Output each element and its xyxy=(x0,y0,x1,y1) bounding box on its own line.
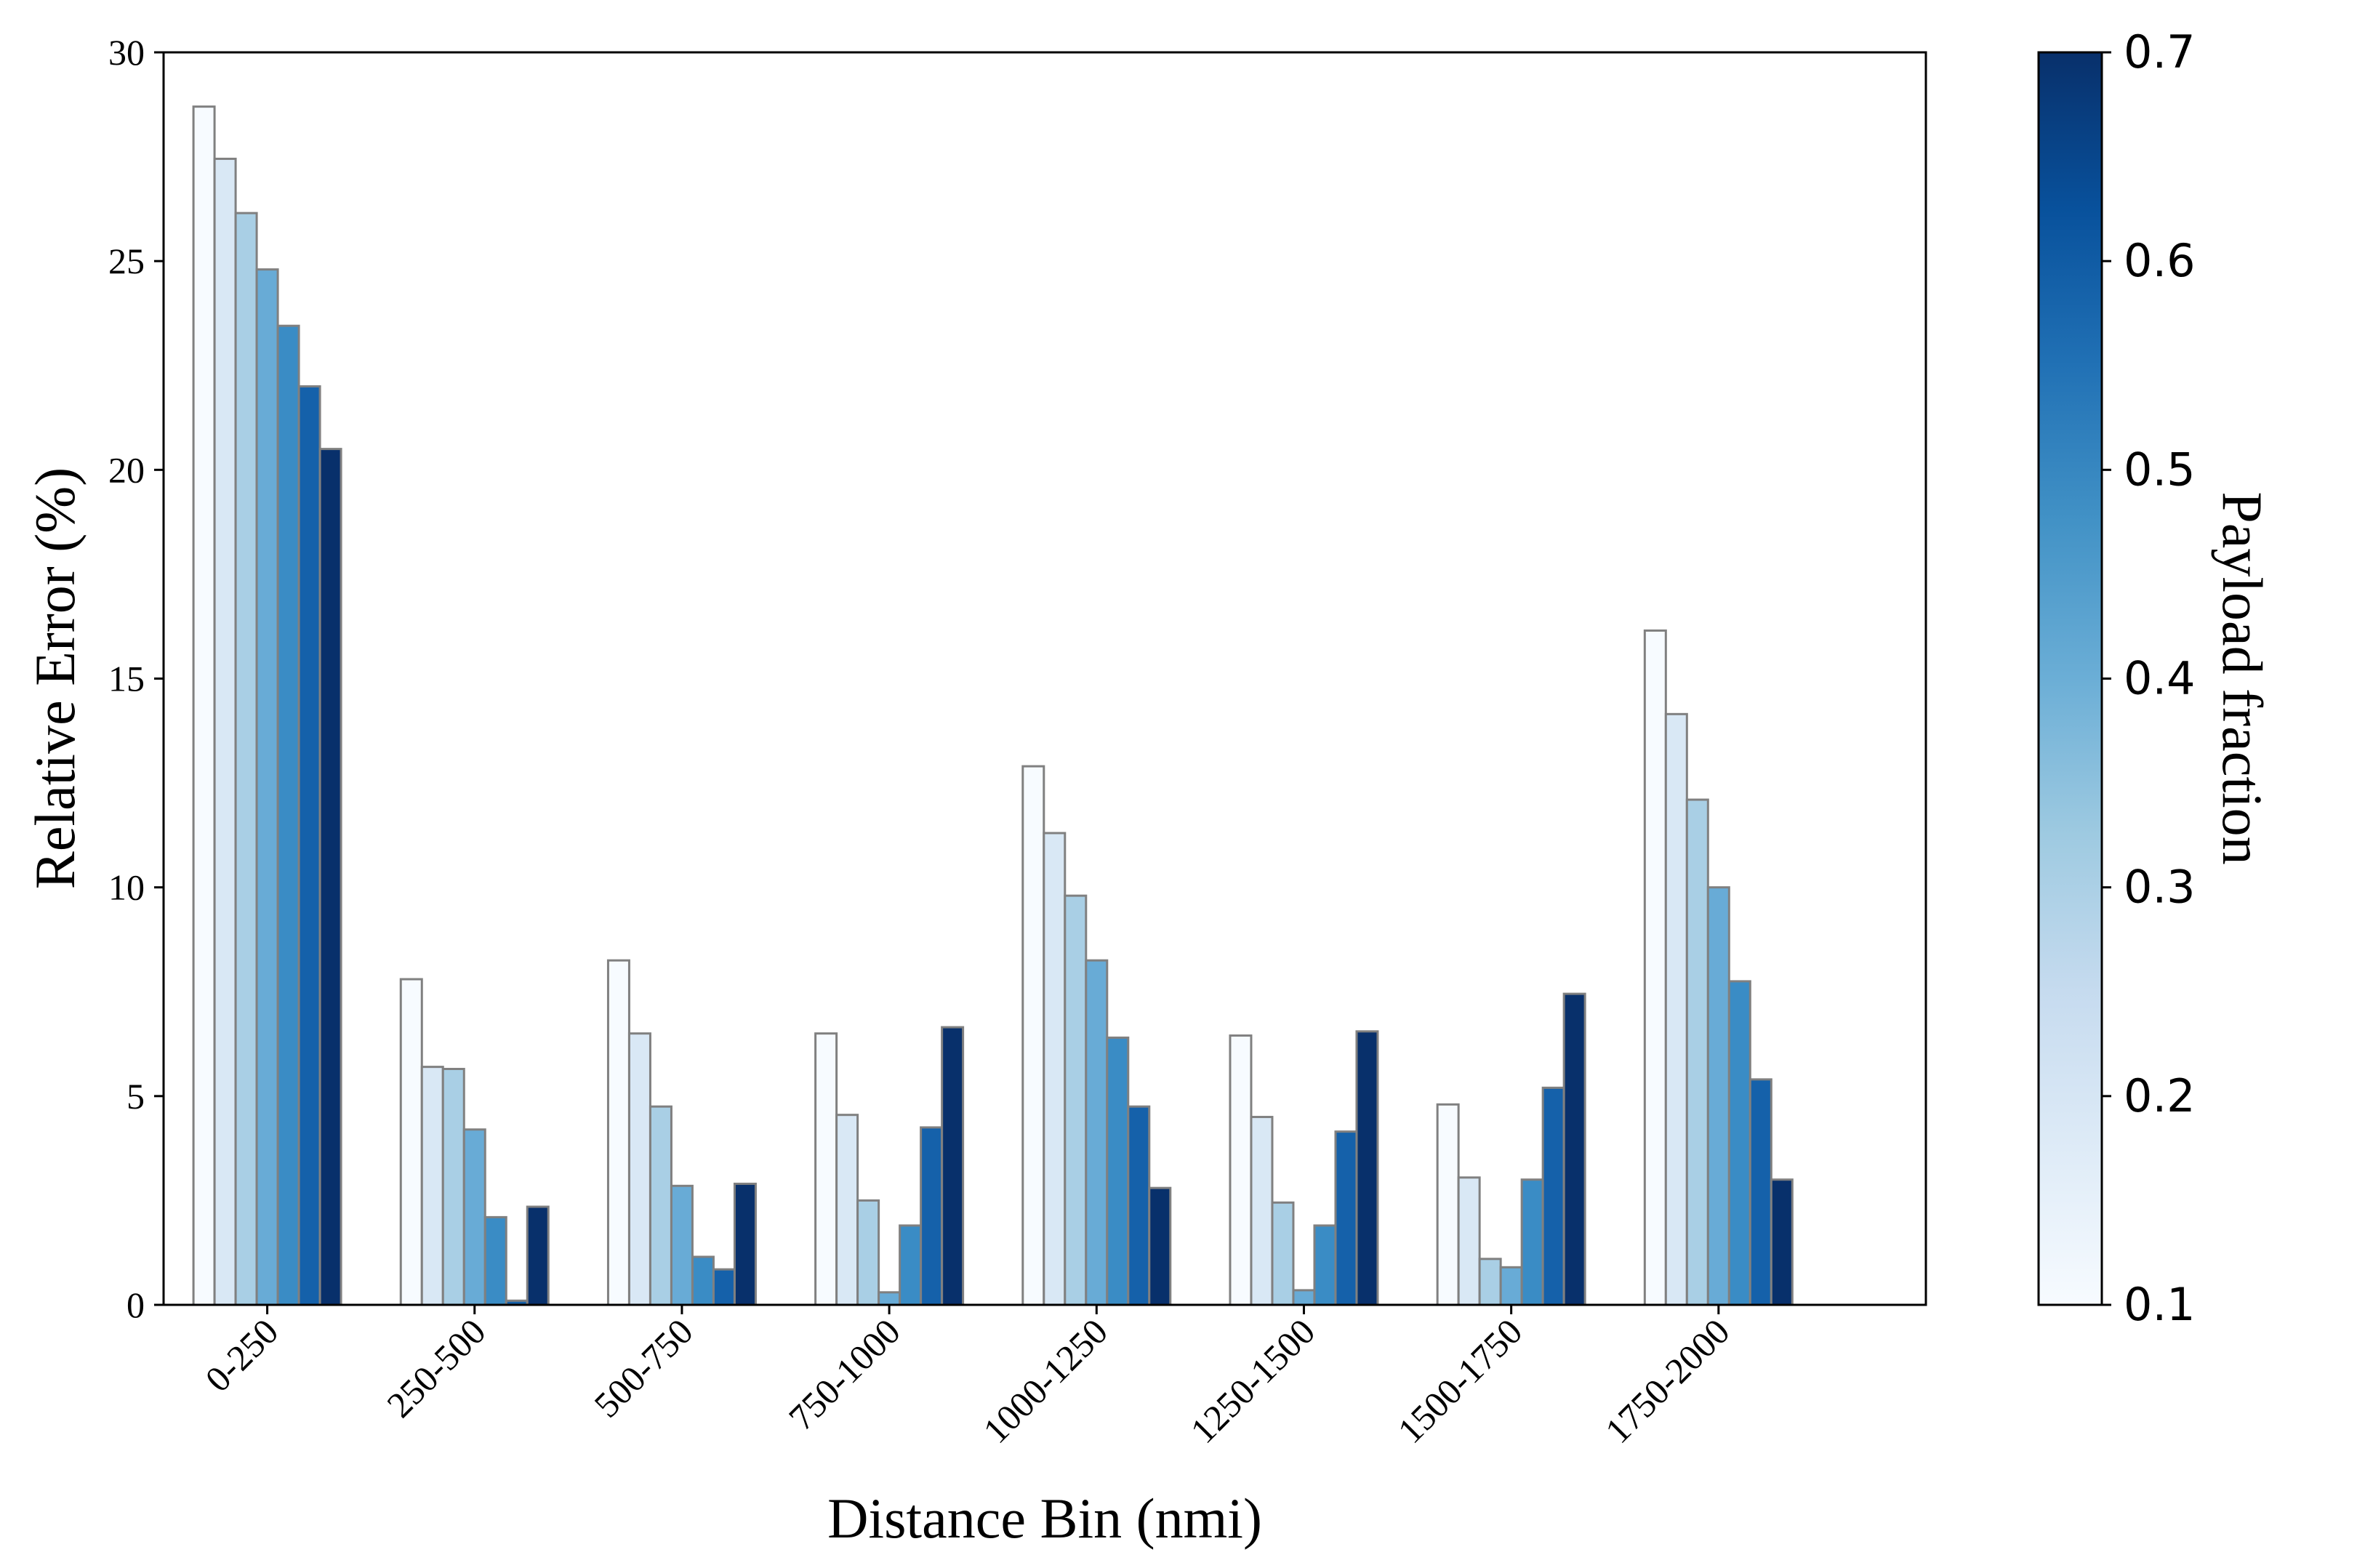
bar xyxy=(712,1268,736,1306)
bar xyxy=(1106,1036,1130,1306)
bar xyxy=(318,448,342,1306)
bar xyxy=(192,105,216,1306)
bar xyxy=(814,1032,838,1306)
bar xyxy=(1727,980,1751,1306)
bar xyxy=(733,1182,757,1306)
y-tick-label: 20 xyxy=(108,449,145,490)
y-tick-label: 5 xyxy=(127,1076,145,1117)
x-axis-ticks: 0-250 250-500 500-750 750-1000 1000-1250 1250… xyxy=(197,1305,1738,1451)
y-tick-label: 10 xyxy=(108,867,145,908)
bar xyxy=(255,268,279,1306)
bar xyxy=(899,1224,923,1306)
y-axis-ticks: 0 5 10 15 20 25 30 xyxy=(108,32,164,1325)
bar xyxy=(835,1114,859,1306)
x-tick-label: 1250-1500 xyxy=(1182,1311,1322,1451)
y-axis-label: Relative Error (%) xyxy=(23,467,87,889)
bar xyxy=(1355,1030,1379,1306)
x-axis-label: Distance Bin (nmi) xyxy=(827,1487,1262,1550)
colorbar-tick-label: 0.7 xyxy=(2124,25,2196,79)
bar xyxy=(1664,712,1688,1306)
bar xyxy=(1685,798,1709,1306)
bar xyxy=(691,1255,715,1306)
bar xyxy=(856,1199,880,1306)
bar xyxy=(1457,1176,1481,1306)
bar xyxy=(462,1128,486,1306)
bar xyxy=(941,1026,965,1306)
bar xyxy=(1043,832,1067,1306)
bar xyxy=(1748,1078,1772,1306)
bar xyxy=(483,1215,507,1306)
bar xyxy=(627,1032,651,1306)
bars xyxy=(192,105,1794,1306)
colorbar-tick-label: 0.3 xyxy=(2124,861,2196,914)
colorbar-tick-label: 0.1 xyxy=(2124,1278,2196,1331)
bar xyxy=(1229,1034,1253,1306)
bar xyxy=(1436,1103,1460,1306)
bar xyxy=(606,959,630,1306)
colorbar-tick-label: 0.4 xyxy=(2124,652,2196,705)
bar xyxy=(1250,1116,1274,1306)
colorbar-tick-label: 0.5 xyxy=(2124,443,2196,496)
bar xyxy=(649,1105,672,1306)
x-tick-label: 750-1000 xyxy=(781,1311,908,1438)
bar xyxy=(1064,894,1088,1306)
bar xyxy=(1313,1224,1337,1306)
bar xyxy=(1520,1178,1544,1306)
bar xyxy=(420,1066,444,1306)
bar xyxy=(213,157,237,1306)
x-tick-label: 0-250 xyxy=(197,1311,286,1399)
bar xyxy=(399,978,423,1306)
x-tick-label: 500-750 xyxy=(586,1311,700,1425)
bar xyxy=(1292,1289,1316,1306)
x-tick-label: 1000-1250 xyxy=(975,1311,1115,1451)
bar xyxy=(441,1068,465,1306)
bar xyxy=(1499,1266,1523,1306)
y-tick-label: 0 xyxy=(127,1284,145,1325)
bar xyxy=(1706,886,1730,1306)
y-tick-label: 15 xyxy=(108,659,145,699)
bar xyxy=(276,324,300,1306)
bar xyxy=(1541,1086,1565,1306)
bar xyxy=(1334,1130,1358,1306)
bar xyxy=(1643,629,1667,1306)
bar xyxy=(297,385,321,1306)
bar xyxy=(1021,765,1045,1306)
bar xyxy=(878,1291,902,1306)
y-tick-label: 25 xyxy=(108,241,145,281)
bar xyxy=(1271,1201,1295,1306)
bar xyxy=(1085,959,1109,1306)
bar xyxy=(234,212,258,1306)
bar xyxy=(1562,992,1586,1306)
bar xyxy=(1127,1105,1151,1306)
bar xyxy=(1770,1178,1794,1306)
colorbar-tick-label: 0.2 xyxy=(2124,1069,2196,1122)
y-tick-label: 30 xyxy=(108,32,145,73)
bar xyxy=(920,1126,944,1306)
colorbar-label: Payload fraction xyxy=(2211,491,2274,864)
colorbar: 0.1 0.2 0.3 0.4 0.5 0.6 0.7 Payload fraction xyxy=(2037,25,2274,1331)
colorbar-gradient xyxy=(2037,51,2103,1306)
colorbar-ticks: 0.1 0.2 0.3 0.4 0.5 0.6 0.7 xyxy=(2102,25,2196,1331)
colorbar-tick-label: 0.6 xyxy=(2124,234,2196,287)
x-tick-label: 1750-2000 xyxy=(1597,1311,1738,1451)
plot-area-frame xyxy=(162,51,1927,1306)
bar xyxy=(526,1205,550,1306)
bar xyxy=(1148,1186,1172,1306)
bar xyxy=(1478,1258,1502,1306)
x-tick-label: 1500-1750 xyxy=(1390,1311,1530,1451)
bar xyxy=(670,1184,694,1306)
x-tick-label: 250-500 xyxy=(379,1311,493,1425)
